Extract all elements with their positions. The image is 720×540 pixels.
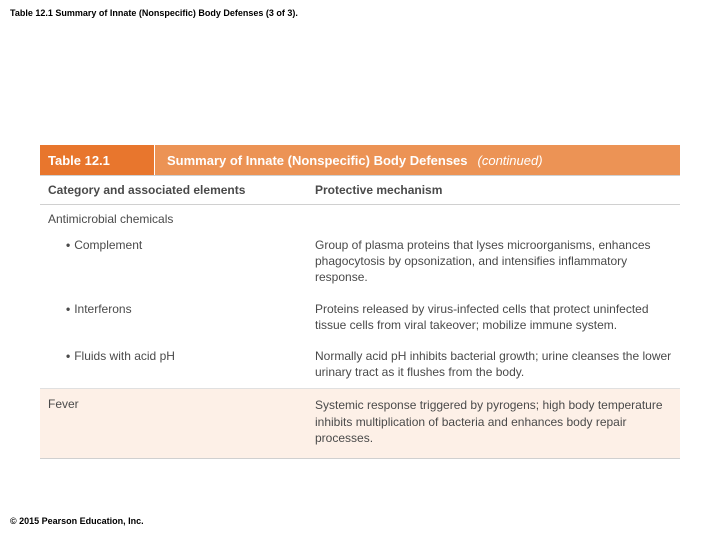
item-label: Interferons: [74, 302, 131, 316]
table-row: • Interferons Proteins released by virus-…: [40, 296, 680, 343]
row-mechanism: Group of plasma proteins that lyses micr…: [315, 237, 680, 286]
table-row: • Fluids with acid pH Normally acid pH in…: [40, 343, 680, 389]
item-label: Complement: [74, 238, 142, 252]
fever-mechanism: Systemic response triggered by pyrogens;…: [315, 397, 680, 446]
table-continued-text: (continued): [478, 153, 543, 168]
table-row-fever: Fever Systemic response triggered by pyr…: [40, 389, 680, 459]
slide-title: Table 12.1 Summary of Innate (Nonspecifi…: [10, 8, 298, 18]
copyright-text: © 2015 Pearson Education, Inc.: [10, 516, 144, 526]
table-row: • Complement Group of plasma proteins tha…: [40, 232, 680, 296]
table-header-row: Table 12.1 Summary of Innate (Nonspecifi…: [40, 145, 680, 175]
row-item: • Fluids with acid pH: [40, 348, 315, 380]
table-title-text: Summary of Innate (Nonspecific) Body Def…: [167, 153, 468, 168]
bullet-icon: •: [66, 238, 70, 252]
table-container: Table 12.1 Summary of Innate (Nonspecifi…: [40, 145, 680, 459]
bullet-icon: •: [66, 349, 70, 363]
column-headers-row: Category and associated elements Protect…: [40, 175, 680, 205]
row-item: • Interferons: [40, 301, 315, 333]
table-title-cell: Summary of Innate (Nonspecific) Body Def…: [155, 145, 680, 175]
table-number-cell: Table 12.1: [40, 145, 155, 175]
column-header-category: Category and associated elements: [40, 183, 315, 197]
row-item: • Complement: [40, 237, 315, 286]
column-header-mechanism: Protective mechanism: [315, 183, 680, 197]
row-mechanism: Proteins released by virus-infected cell…: [315, 301, 680, 333]
bullet-icon: •: [66, 302, 70, 316]
row-mechanism: Normally acid pH inhibits bacterial grow…: [315, 348, 680, 380]
item-label: Fluids with acid pH: [74, 349, 175, 363]
fever-label: Fever: [40, 397, 315, 446]
section-label: Antimicrobial chemicals: [40, 205, 680, 232]
